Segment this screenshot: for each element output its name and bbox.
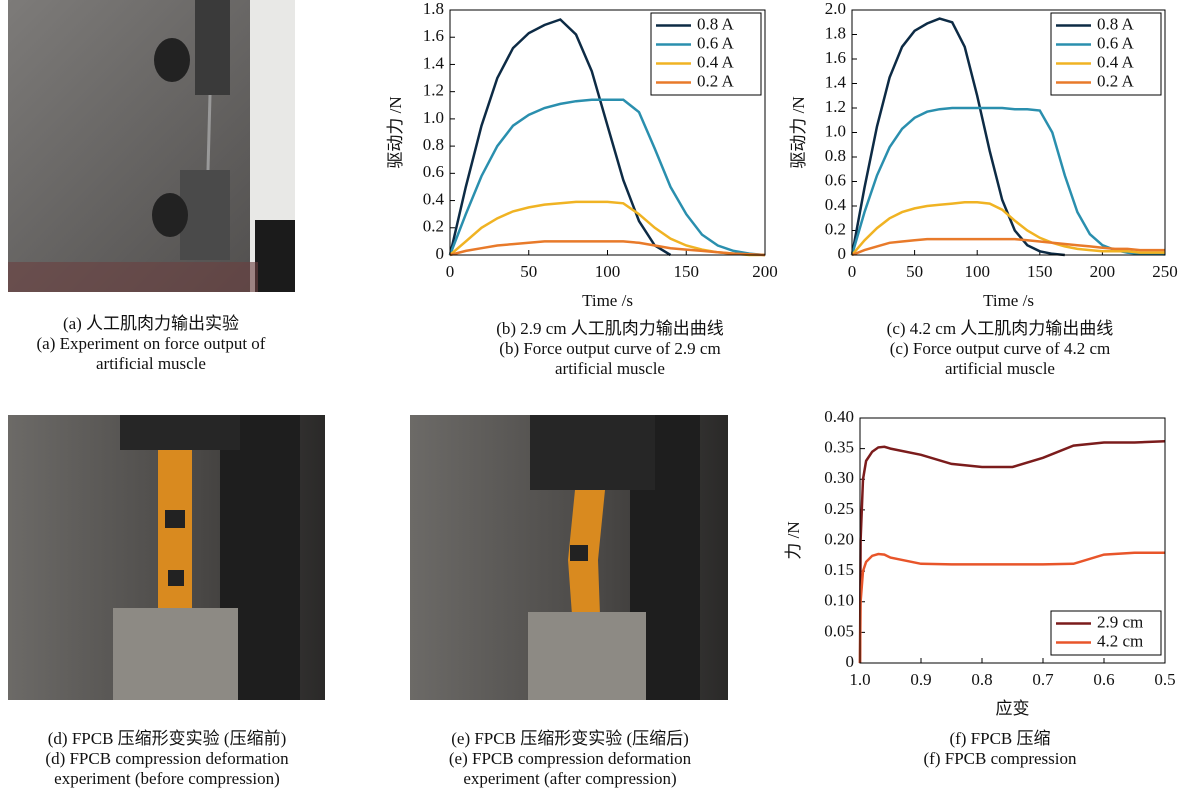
data-line <box>852 19 1065 255</box>
y-tick-label: 0.20 <box>824 529 854 548</box>
y-tick-label: 0.30 <box>824 468 854 487</box>
photo-e <box>410 415 728 700</box>
y-tick-label: 0.10 <box>824 591 854 610</box>
y-tick-label: 1.8 <box>423 0 444 18</box>
y-tick-label: 0 <box>436 244 445 263</box>
y-tick-label: 2.0 <box>825 0 846 18</box>
caption: (c) Force output curve of 4.2 cm <box>890 339 1110 358</box>
x-tick-label: 0.8 <box>971 670 992 689</box>
y-tick-label: 1.6 <box>825 48 846 67</box>
y-tick-label: 1.4 <box>825 72 847 91</box>
legend-label: 0.2 A <box>697 71 735 90</box>
y-tick-label: 0.4 <box>825 195 847 214</box>
caption: experiment (before compression) <box>54 769 280 788</box>
x-tick-label: 0 <box>446 262 455 281</box>
y-tick-label: 1.0 <box>825 121 846 140</box>
x-axis-label: 应变 <box>996 699 1030 718</box>
caption: experiment (after compression) <box>463 769 676 788</box>
y-tick-label: 0.8 <box>423 135 444 154</box>
y-tick-label: 1.4 <box>423 53 445 72</box>
x-tick-label: 0.9 <box>910 670 931 689</box>
caption: (a) 人工肌肉力输出实验 <box>63 314 239 333</box>
caption: (e) FPCB compression deformation <box>449 749 692 768</box>
x-axis-label: Time /s <box>983 291 1034 310</box>
caption: (b) Force output curve of 2.9 cm <box>499 339 720 358</box>
legend-label: 0.2 A <box>1097 71 1135 90</box>
photo-a <box>8 0 295 292</box>
caption: (f) FPCB compression <box>924 749 1078 768</box>
caption: (d) FPCB 压缩形变实验 (压缩前) <box>48 729 286 748</box>
y-tick-label: 1.0 <box>423 108 444 127</box>
y-tick-label: 0.05 <box>824 621 854 640</box>
caption: (e) FPCB 压缩形变实验 (压缩后) <box>451 729 689 748</box>
y-tick-label: 0 <box>838 244 847 263</box>
caption: (d) FPCB compression deformation <box>45 749 289 768</box>
x-axis-label: Time /s <box>582 291 633 310</box>
x-tick-label: 200 <box>752 262 778 281</box>
legend-label: 0.4 A <box>697 52 735 71</box>
legend-label: 0.6 A <box>697 33 735 52</box>
x-tick-label: 0 <box>848 262 857 281</box>
photo-d <box>8 415 325 700</box>
x-tick-label: 100 <box>964 262 990 281</box>
y-axis-label: 驱动力 /N <box>386 96 405 168</box>
x-tick-label: 100 <box>595 262 621 281</box>
data-line <box>852 108 1165 255</box>
x-tick-label: 0.5 <box>1154 670 1175 689</box>
y-tick-label: 1.6 <box>423 26 444 45</box>
y-tick-label: 0.4 <box>423 189 445 208</box>
y-tick-label: 0.40 <box>824 407 854 426</box>
caption: (f) FPCB 压缩 <box>949 729 1050 748</box>
y-tick-label: 0.35 <box>824 438 854 457</box>
legend-label: 4.2 cm <box>1097 631 1143 650</box>
legend-label: 0.4 A <box>1097 52 1135 71</box>
x-tick-label: 1.0 <box>849 670 870 689</box>
x-tick-label: 0.7 <box>1032 670 1054 689</box>
y-tick-label: 1.2 <box>423 81 444 100</box>
x-tick-label: 200 <box>1090 262 1116 281</box>
y-tick-label: 0.8 <box>825 146 846 165</box>
data-line <box>852 202 1165 255</box>
x-tick-label: 0.6 <box>1093 670 1114 689</box>
data-line <box>852 239 1165 255</box>
y-tick-label: 0 <box>846 652 855 671</box>
figure: 0 0.2 0.4 0.6 0.8 1.0 1.2 1.4 1.6 1.8 0 50 100 150 200… <box>0 0 1189 803</box>
y-tick-label: 1.8 <box>825 23 846 42</box>
legend-label: 0.8 A <box>1097 14 1135 33</box>
y-tick-label: 0.2 <box>825 219 846 238</box>
y-tick-label: 1.2 <box>825 97 846 116</box>
y-tick-label: 0.6 <box>825 170 846 189</box>
x-tick-label: 150 <box>1027 262 1053 281</box>
x-tick-label: 150 <box>674 262 700 281</box>
x-tick-label: 50 <box>906 262 923 281</box>
caption: (c) 4.2 cm 人工肌肉力输出曲线 <box>887 319 1114 338</box>
y-tick-label: 0.15 <box>824 560 854 579</box>
caption: artificial muscle <box>945 359 1055 378</box>
y-axis-label: 力 /N <box>784 521 803 559</box>
caption: artificial muscle <box>96 354 206 373</box>
caption: (a) Experiment on force output of <box>37 334 266 353</box>
y-tick-label: 0.2 <box>423 217 444 236</box>
y-axis-label: 驱动力 /N <box>789 96 808 168</box>
x-tick-label: 250 <box>1152 262 1178 281</box>
caption: artificial muscle <box>555 359 665 378</box>
y-tick-label: 0.6 <box>423 162 444 181</box>
data-line <box>450 202 765 255</box>
x-tick-label: 50 <box>520 262 537 281</box>
legend-label: 2.9 cm <box>1097 612 1143 631</box>
legend-label: 0.8 A <box>697 14 735 33</box>
data-line <box>450 20 671 256</box>
caption: (b) 2.9 cm 人工肌肉力输出曲线 <box>496 319 724 338</box>
legend-label: 0.6 A <box>1097 33 1135 52</box>
y-tick-label: 0.25 <box>824 499 854 518</box>
